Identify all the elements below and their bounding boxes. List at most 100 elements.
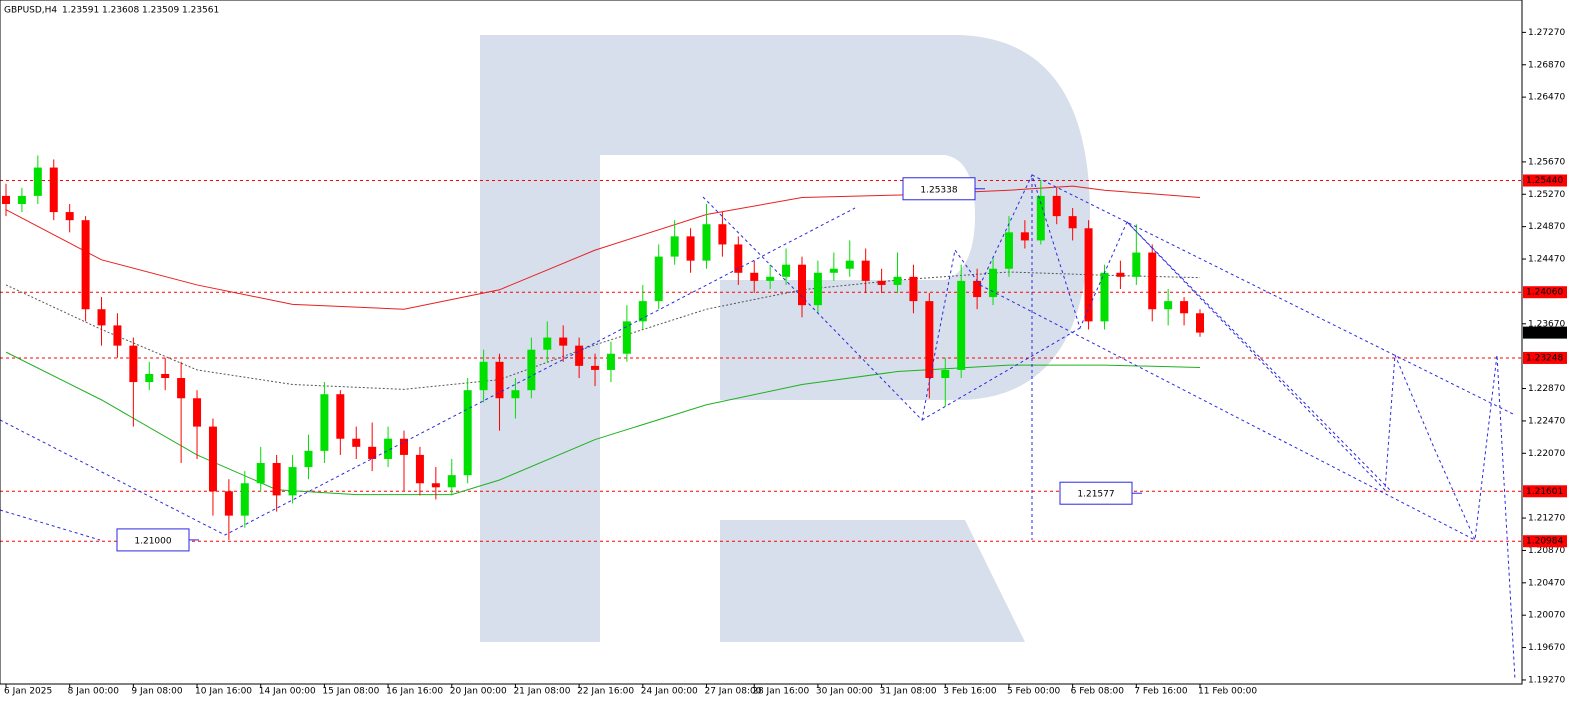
moving-average xyxy=(5,185,1201,310)
candle-body xyxy=(622,321,631,354)
current-price-bg xyxy=(1523,326,1567,339)
y-tick-label: 1.19670 xyxy=(1528,643,1565,653)
x-tick-label: 20 Jan 00:00 xyxy=(450,687,507,697)
candle-body xyxy=(1084,228,1093,322)
y-tick-label: 1.19270 xyxy=(1528,675,1565,685)
x-tick-label: 27 Jan 08:00 xyxy=(704,687,761,697)
y-tick-label: 1.22470 xyxy=(1528,416,1565,426)
candle-body xyxy=(240,483,249,516)
x-tick-label: 28 Jan 16:00 xyxy=(752,687,809,697)
y-tick-label: 1.22870 xyxy=(1528,384,1565,394)
candle-body xyxy=(113,325,122,346)
forecast-line xyxy=(0,207,856,536)
symbol: GBPUSD,H4 xyxy=(4,6,57,16)
candle-body xyxy=(81,220,90,310)
candle-body xyxy=(352,438,361,447)
x-tick-label: 8 Jan 00:00 xyxy=(68,687,120,697)
candle-body xyxy=(129,345,138,383)
candle-body xyxy=(495,361,504,399)
candle-body xyxy=(1116,272,1125,277)
forecast-line xyxy=(1126,221,1391,491)
y-tick-label: 1.25270 xyxy=(1528,190,1565,200)
forecast-line xyxy=(921,327,1081,421)
level-label-bg xyxy=(1523,351,1567,364)
candle-body xyxy=(861,260,870,281)
candle-body xyxy=(718,224,727,245)
candle-body xyxy=(256,463,265,484)
x-tick-label: 24 Jan 00:00 xyxy=(641,687,698,697)
x-tick-label: 10 Jan 16:00 xyxy=(195,687,252,697)
x-tick-label: 6 Jan 2025 xyxy=(4,687,52,697)
candle-body xyxy=(606,353,615,370)
x-tick-label: 14 Jan 00:00 xyxy=(259,687,316,697)
x-tick-label: 21 Jan 08:00 xyxy=(513,687,570,697)
level-label-bg xyxy=(1523,286,1567,299)
candle-body xyxy=(320,394,329,451)
candle-body xyxy=(702,224,711,261)
candle-body xyxy=(17,195,26,204)
y-tick-label: 1.23670 xyxy=(1528,319,1565,329)
y-tick-label: 1.22070 xyxy=(1528,449,1565,459)
candle-body xyxy=(957,280,966,370)
candle-body xyxy=(798,264,806,306)
x-tick-label: 5 Feb 00:00 xyxy=(1007,687,1061,697)
candle-body xyxy=(638,301,647,322)
x-tick-label: 3 Feb 16:00 xyxy=(943,687,997,697)
candle-body xyxy=(1180,301,1189,314)
candle-body xyxy=(1068,216,1077,229)
candle-body xyxy=(208,426,217,492)
y-tick-label: 1.20470 xyxy=(1528,578,1565,588)
candle-body xyxy=(750,272,759,281)
x-tick-label: 16 Jan 16:00 xyxy=(386,687,443,697)
forecast xyxy=(0,173,1516,681)
candle-body xyxy=(670,236,679,257)
candle-body xyxy=(304,450,313,468)
level-label: 1.20984 xyxy=(1526,537,1563,547)
candle-body xyxy=(686,236,695,261)
candle-body xyxy=(384,438,393,459)
y-tick-label: 1.24870 xyxy=(1528,222,1565,232)
candle-body xyxy=(224,491,233,516)
candle-body xyxy=(782,264,791,277)
current-price-label: 1.23561 xyxy=(1526,328,1563,338)
candle-body xyxy=(941,369,950,379)
y-tick-label: 1.21270 xyxy=(1528,514,1565,524)
candle-body xyxy=(145,373,154,383)
x-tick-label: 30 Jan 00:00 xyxy=(816,687,873,697)
candle-body xyxy=(575,345,584,366)
x-tick-label: 7 Feb 16:00 xyxy=(1134,687,1188,697)
candle-body xyxy=(766,276,775,281)
candle-body xyxy=(925,301,934,379)
level-label-bg xyxy=(1523,174,1567,187)
candle-body xyxy=(1036,195,1045,241)
candle-body xyxy=(65,212,74,221)
candle-body xyxy=(431,483,440,488)
level-label: 1.23248 xyxy=(1526,353,1563,363)
level-label: 1.24060 xyxy=(1526,288,1563,298)
candle-body xyxy=(447,475,456,488)
level-label-bg xyxy=(1523,485,1567,498)
candle-body xyxy=(288,467,297,496)
candle-body xyxy=(591,365,600,370)
x-tick-label: 15 Jan 08:00 xyxy=(322,687,379,697)
candle-body xyxy=(368,446,377,459)
candle-body xyxy=(479,361,488,391)
level-label: 1.25440 xyxy=(1526,176,1563,186)
x-tick-label: 9 Jan 08:00 xyxy=(131,687,183,697)
level-label: 1.21601 xyxy=(1526,487,1563,497)
candle-body xyxy=(543,337,552,350)
plot-frame xyxy=(0,0,1523,685)
candle-body xyxy=(877,280,886,285)
candle-body xyxy=(1052,195,1061,217)
candle-body xyxy=(1148,252,1157,310)
candle-body xyxy=(2,195,10,204)
y-tick-label: 1.20870 xyxy=(1528,546,1565,556)
y-tick-label: 1.20070 xyxy=(1528,611,1565,621)
candle-body xyxy=(734,244,743,273)
candle-body xyxy=(1100,272,1109,322)
y-tick-label: 1.26470 xyxy=(1528,93,1565,103)
candle-body xyxy=(813,272,822,306)
candle-body xyxy=(1004,232,1013,269)
